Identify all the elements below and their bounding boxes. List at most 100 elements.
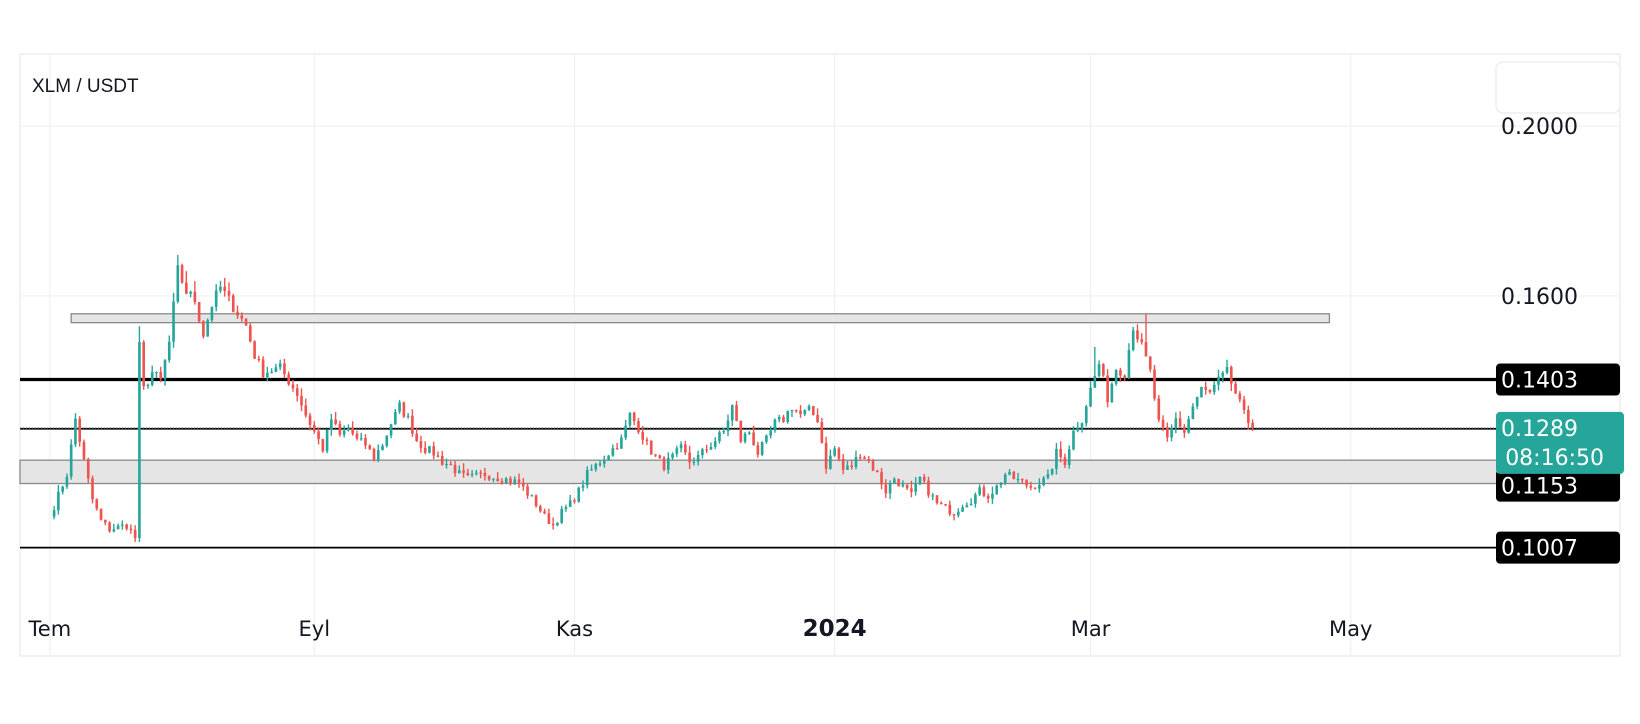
candle-body [1187, 419, 1190, 433]
candle-body [1178, 418, 1182, 427]
candle-body [1174, 418, 1178, 429]
candle-body [645, 439, 649, 441]
candle-body [180, 265, 184, 283]
candle-body [1123, 375, 1126, 378]
candle-body [261, 359, 265, 378]
candle-body [679, 444, 683, 449]
candle-body [1191, 406, 1195, 420]
candle-body [394, 411, 397, 425]
candle-body [236, 311, 239, 316]
candle-body [871, 461, 875, 471]
candle-body [547, 513, 551, 524]
candle-body [765, 435, 768, 442]
candle-body [875, 470, 879, 473]
candle-body [1212, 384, 1216, 393]
candle-body [671, 453, 674, 458]
candle-body [172, 301, 175, 342]
candle-body [858, 456, 862, 459]
candle-body [1072, 430, 1075, 450]
zone-rect[interactable] [70, 313, 1331, 324]
candle-body [1127, 349, 1131, 378]
candle-body [880, 472, 883, 485]
candle-body [197, 302, 201, 322]
candle-body [786, 411, 790, 423]
candle-body [103, 519, 107, 523]
last-price-tag: 0.1289 [1501, 417, 1578, 442]
candle-body [278, 363, 282, 368]
candle-body [189, 291, 192, 294]
candle-body [1221, 372, 1225, 377]
zone-rect[interactable] [19, 459, 1501, 485]
candle-body [231, 295, 235, 312]
candle-body [726, 420, 730, 432]
candle-body [342, 430, 346, 435]
candle-body [492, 478, 495, 480]
candle-body [475, 472, 478, 474]
candle-body [969, 503, 973, 506]
candle-body [833, 448, 836, 456]
candle-body [539, 506, 542, 512]
candle-body [534, 495, 538, 507]
candle-body [133, 530, 137, 539]
candle-body [402, 402, 406, 417]
candle-body [897, 479, 900, 487]
candle-body [487, 476, 491, 480]
candle-body [713, 441, 717, 448]
candle-body [632, 412, 636, 422]
candle-body [1131, 330, 1135, 350]
x-tick-label: Tem [28, 617, 72, 641]
candle-body [560, 508, 563, 523]
candle-body [705, 449, 709, 451]
candle-body [551, 523, 555, 526]
candle-body [214, 290, 218, 307]
candle-body [658, 455, 662, 458]
x-tick-label: May [1329, 617, 1372, 641]
candle-body [1008, 471, 1011, 475]
candle-body [735, 405, 738, 421]
candle-body [415, 433, 418, 442]
candle-body [129, 528, 133, 531]
candle-body [1114, 370, 1118, 384]
candle-body [654, 454, 657, 456]
candle-body [624, 425, 627, 438]
candle-body [82, 441, 86, 460]
candle-body [688, 452, 691, 463]
candle-body [829, 455, 832, 469]
candles [52, 254, 1254, 543]
candle-body [419, 441, 423, 448]
candle-body [1084, 406, 1088, 424]
candle-body [692, 461, 696, 463]
level-tag-bg [1496, 531, 1620, 564]
candle-body [300, 395, 303, 406]
candle-body [888, 483, 892, 494]
candle-body [167, 341, 171, 361]
candle-body [312, 424, 316, 432]
x-tick-label: Eyl [299, 617, 331, 641]
candle-body [573, 500, 576, 502]
candle-body [466, 472, 470, 475]
countdown-tag: 08:16:50 [1505, 446, 1604, 471]
candle-body [991, 493, 994, 499]
candle-body [317, 431, 320, 440]
candle-body [86, 459, 90, 479]
candle-body [824, 442, 828, 469]
candle-body [1110, 383, 1114, 403]
candle-body [957, 511, 960, 516]
candle-body [479, 472, 482, 474]
candle-body [607, 455, 610, 460]
candle-body [406, 415, 410, 418]
candle-body [1217, 376, 1220, 385]
candle-body [219, 286, 222, 291]
candle-body [1012, 471, 1016, 480]
candle-body [816, 414, 819, 423]
candle-body [1204, 386, 1208, 390]
candle-body [1153, 369, 1156, 399]
y-axis: 0.2000 0.1600 [1501, 115, 1578, 310]
candle-body [308, 415, 312, 425]
candle-body [1059, 448, 1063, 458]
top-right-box[interactable] [1495, 61, 1621, 114]
candle-body [517, 479, 521, 483]
candle-body [411, 415, 414, 434]
candle-body [1080, 423, 1084, 429]
